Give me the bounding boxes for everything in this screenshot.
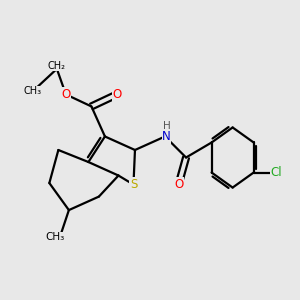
Text: CH₃: CH₃ — [24, 86, 42, 96]
Text: O: O — [61, 88, 70, 101]
Text: S: S — [130, 178, 137, 191]
Text: CH₂: CH₂ — [48, 61, 66, 71]
Text: H: H — [163, 121, 170, 131]
Text: Cl: Cl — [270, 166, 282, 179]
Text: CH₃: CH₃ — [46, 232, 65, 242]
Text: N: N — [162, 130, 171, 143]
Text: O: O — [112, 88, 122, 101]
Text: O: O — [174, 178, 183, 191]
